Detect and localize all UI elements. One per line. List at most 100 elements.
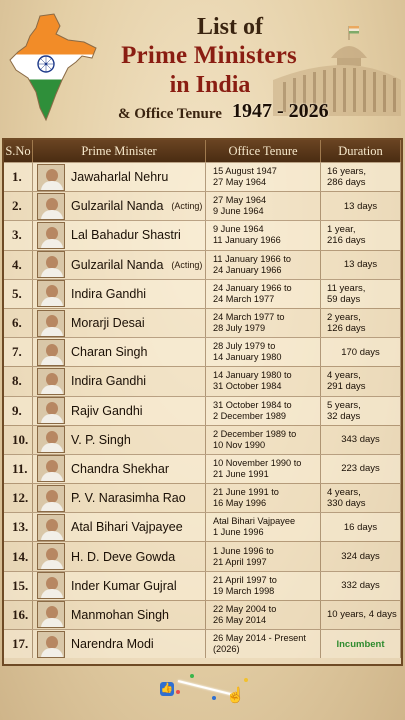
office-tenure-cell: 1 June 1996 to 21 April 1997 bbox=[206, 542, 321, 571]
prime-minister-name: Manmohan Singh bbox=[71, 607, 169, 622]
table-row: 14. H. D. Deve Gowda 1 June 1996 to 21 Apri… bbox=[4, 541, 401, 571]
prime-minister-name: Jawaharlal Nehru bbox=[71, 170, 169, 185]
table-row: 13. Atal Bihari Vajpayee Atal Bihari Vajpa… bbox=[4, 512, 401, 542]
duration-line-1: 10 years, 4 days bbox=[327, 609, 397, 621]
prime-minister-cell: Charan Singh bbox=[33, 338, 206, 367]
duration-cell: 223 days bbox=[321, 454, 401, 484]
duration-cell: 4 years, 291 days bbox=[321, 367, 401, 396]
tenure-end: 28 July 1979 bbox=[213, 323, 266, 334]
tenure-end: 24 January 1966 bbox=[213, 264, 282, 275]
duration-line-1: Incumbent bbox=[336, 638, 385, 650]
table-row: 2. Gulzarilal Nanda (Acting) 27 May 1964 9 J… bbox=[4, 191, 401, 221]
duration-line-1: 13 days bbox=[343, 200, 378, 212]
tenure-end: 10 Nov 1990 bbox=[213, 439, 266, 450]
duration-line-1: 16 years, bbox=[327, 166, 367, 178]
tenure-end: 19 March 1998 bbox=[213, 585, 275, 596]
tenure-end: 31 October 1984 bbox=[213, 381, 282, 392]
table-row: 8. Indira Gandhi 14 January 1980 to 31 Octo… bbox=[4, 366, 401, 396]
tenure-end: 16 May 1996 bbox=[213, 498, 267, 509]
sparkle-dot bbox=[212, 696, 216, 700]
office-tenure-cell: 22 May 2004 to 26 May 2014 bbox=[206, 600, 321, 629]
table-row: 10. V. P. Singh 2 December 1989 to 10 Nov 1… bbox=[4, 424, 401, 454]
year-range: 1947 - 2026 bbox=[232, 100, 329, 122]
parliament-building-icon bbox=[273, 26, 401, 116]
column-header-prime-minister: Prime Minister bbox=[33, 140, 206, 162]
serial-number: 10. bbox=[4, 425, 33, 454]
serial-number: 17. bbox=[4, 630, 33, 659]
duration-cell: 13 days bbox=[321, 192, 401, 221]
serial-number: 3. bbox=[4, 221, 33, 250]
acting-note: (Acting) bbox=[171, 201, 203, 212]
tenure-start: 1 June 1996 to bbox=[213, 545, 274, 556]
tenure-start: Atal Bihari Vajpayee bbox=[213, 516, 296, 527]
office-tenure-cell: 24 January 1966 to 24 March 1977 bbox=[206, 279, 321, 308]
prime-minister-cell: Jawaharlal Nehru bbox=[33, 163, 206, 192]
tenure-end: 2 December 1989 bbox=[213, 410, 287, 421]
serial-number: 4. bbox=[4, 250, 33, 279]
office-tenure-cell: 21 June 1991 to 16 May 1996 bbox=[206, 484, 321, 513]
tenure-start: 22 May 2004 to bbox=[213, 603, 277, 614]
column-header-sno: S.No bbox=[4, 140, 33, 162]
tenure-start: 24 March 1977 to bbox=[213, 312, 285, 323]
avatar bbox=[37, 543, 65, 571]
duration-cell: 13 days bbox=[321, 250, 401, 279]
duration-line-1: 324 days bbox=[341, 551, 380, 563]
table-header: S.No Prime Minister Office Tenure Durati… bbox=[4, 140, 401, 162]
tenure-end: 14 January 1980 bbox=[213, 352, 282, 363]
table-row: 12. P. V. Narasimha Rao 21 June 1991 to 16 … bbox=[4, 483, 401, 513]
office-tenure-cell: Atal Bihari Vajpayee 1 June 1996 bbox=[206, 513, 321, 542]
office-tenure-cell: 27 May 1964 9 June 1964 bbox=[206, 192, 321, 221]
serial-number: 1. bbox=[4, 163, 33, 192]
duration-line-1: 5 years, bbox=[327, 399, 361, 411]
tenure-end: 21 April 1997 bbox=[213, 556, 267, 567]
prime-minister-name: Gulzarilal Nanda bbox=[71, 257, 164, 272]
office-tenure-cell: 14 January 1980 to 31 October 1984 bbox=[206, 367, 321, 396]
avatar bbox=[37, 426, 65, 454]
tenure-start: 2 December 1989 to bbox=[213, 428, 297, 439]
footer: 👍 ☝ bbox=[0, 666, 405, 720]
avatar bbox=[37, 251, 65, 279]
tenure-end: 1 June 1996 bbox=[213, 527, 264, 538]
serial-number: 11. bbox=[4, 454, 33, 484]
table-row: 3. Lal Bahadur Shastri 9 June 1964 11 Janua… bbox=[4, 220, 401, 250]
serial-number: 16. bbox=[4, 600, 33, 629]
tenure-start: 21 April 1997 to bbox=[213, 574, 277, 585]
tenure-start: 21 June 1991 to bbox=[213, 487, 279, 498]
duration-line-2: 291 days bbox=[327, 381, 366, 393]
prime-minister-name: Narendra Modi bbox=[71, 637, 154, 652]
avatar bbox=[37, 163, 65, 191]
tenure-end: 21 June 1991 bbox=[213, 468, 269, 479]
pointing-hand-icon: ☝ bbox=[226, 687, 245, 704]
duration-line-2: 286 days bbox=[327, 177, 366, 189]
table-row: 17. Narendra Modi 26 May 2014 - Present (2… bbox=[4, 629, 401, 659]
duration-line-1: 332 days bbox=[341, 580, 380, 592]
avatar bbox=[37, 397, 65, 425]
tenure-start: 31 October 1984 to bbox=[213, 399, 292, 410]
prime-minister-cell: Indira Gandhi bbox=[33, 279, 206, 308]
duration-line-2: 216 days bbox=[327, 235, 366, 247]
prime-minister-cell: V. P. Singh bbox=[33, 425, 206, 454]
office-tenure-cell: 11 January 1966 to 24 January 1966 bbox=[206, 250, 321, 279]
table-row: 11. Chandra Shekhar 10 November 1990 to 21 … bbox=[4, 453, 401, 484]
duration-cell: 16 days bbox=[321, 513, 401, 542]
table-row: 15. Inder Kumar Gujral 21 April 1997 to 19 … bbox=[4, 570, 401, 600]
tenure-start: 14 January 1980 to bbox=[213, 370, 292, 381]
table-body: 1. Jawaharlal Nehru 15 August 1947 27 May 1… bbox=[4, 162, 401, 659]
prime-minister-cell: Atal Bihari Vajpayee bbox=[33, 513, 206, 542]
column-header-office-tenure: Office Tenure bbox=[206, 140, 321, 162]
duration-line-2: 59 days bbox=[327, 293, 361, 305]
serial-number: 13. bbox=[4, 513, 33, 542]
sparkle-dot bbox=[190, 674, 194, 678]
tenure-end: 11 January 1966 bbox=[213, 235, 281, 246]
prime-minister-cell: Indira Gandhi bbox=[33, 367, 206, 396]
prime-minister-cell: P. V. Narasimha Rao bbox=[33, 484, 206, 513]
tenure-start: 24 January 1966 to bbox=[213, 282, 292, 293]
avatar bbox=[37, 572, 65, 600]
table-row: 9. Rajiv Gandhi 31 October 1984 to 2 Decemb… bbox=[4, 395, 401, 425]
tenure-end: 26 May 2014 bbox=[213, 614, 267, 625]
serial-number: 15. bbox=[4, 571, 33, 600]
avatar bbox=[37, 484, 65, 512]
avatar bbox=[37, 221, 65, 249]
prime-minister-name: P. V. Narasimha Rao bbox=[71, 491, 186, 506]
thumbs-up-icon[interactable]: 👍 bbox=[160, 682, 174, 696]
